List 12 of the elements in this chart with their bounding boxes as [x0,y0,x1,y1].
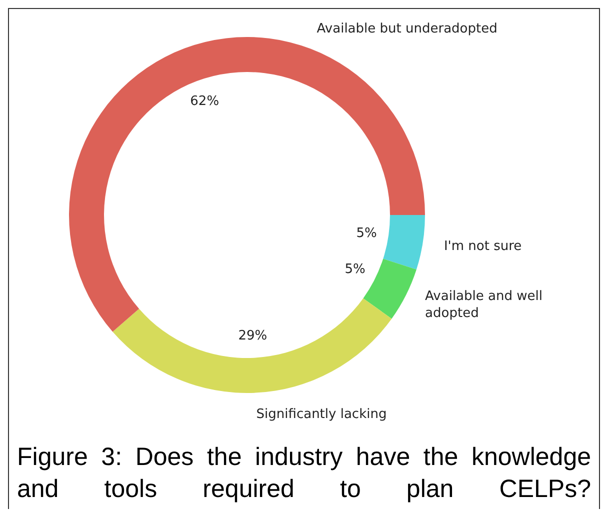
donut-slice [112,298,392,393]
donut-slice [363,258,416,319]
data-label: 5% [344,262,366,277]
slice-label: I'm not sure [444,238,522,254]
slice-label: Available but underadopted [316,20,498,36]
donut-slice [383,215,425,270]
caption: Figure 3: Does the industry have the knowledge and tools required to plan CELPs? [16,442,592,505]
slice-label: Significantly lacking [256,406,387,422]
data-label: 62% [190,94,220,110]
data-label: 29% [238,328,268,344]
slice-label: Available and well adopted [425,288,542,321]
data-label: 5% [356,226,377,242]
